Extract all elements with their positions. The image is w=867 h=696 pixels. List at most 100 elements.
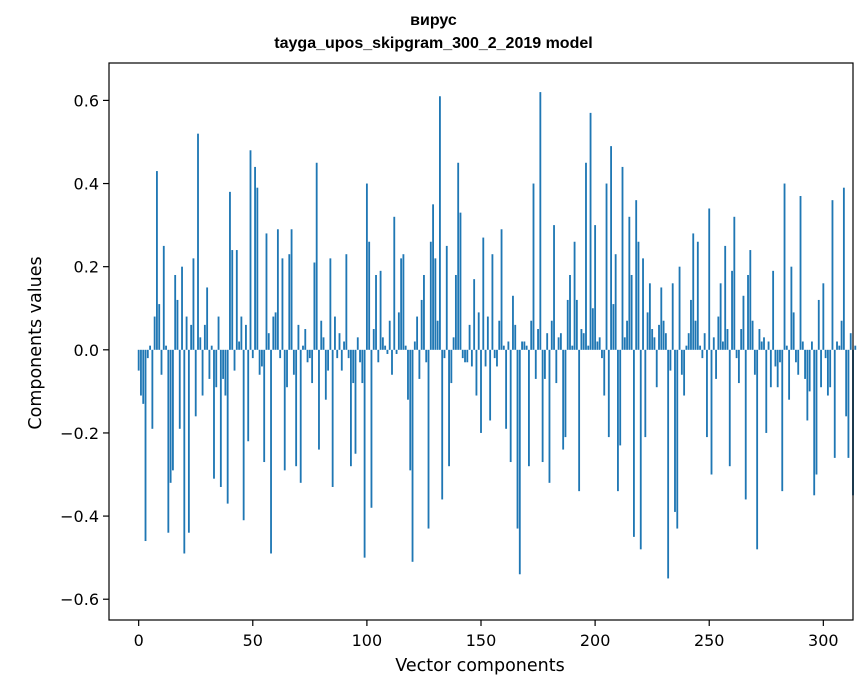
bar-159	[500, 229, 503, 350]
bar-77	[313, 262, 316, 350]
bar-90	[343, 341, 345, 350]
bar-236	[676, 349, 679, 529]
bar-79	[318, 349, 320, 450]
bar-16	[174, 274, 177, 350]
y-tick-label: 0.0	[74, 341, 99, 360]
bar-83	[327, 349, 330, 371]
bar-304	[831, 200, 834, 350]
bar-184	[557, 337, 560, 350]
bar-246	[699, 345, 702, 350]
bar-301	[824, 349, 827, 359]
bar-302	[826, 349, 829, 396]
bar-308	[840, 320, 843, 350]
bar-278	[772, 270, 775, 350]
bar-259	[728, 349, 731, 467]
bar-91	[345, 254, 348, 350]
bar-124	[420, 299, 423, 350]
bar-192	[575, 299, 578, 350]
bar-152	[484, 349, 487, 367]
x-tick-label: 300	[808, 631, 839, 650]
bar-156	[493, 349, 496, 359]
bar-201	[596, 341, 599, 350]
bar-253	[715, 349, 717, 379]
bar-207	[610, 146, 612, 350]
bar-204	[603, 349, 606, 396]
bar-254	[717, 316, 720, 350]
bar-70	[297, 324, 300, 350]
bar-276	[767, 341, 770, 350]
bar-132	[439, 96, 441, 350]
bar-110	[388, 320, 391, 350]
bar-269	[751, 320, 754, 350]
bar-35	[217, 316, 220, 350]
bar-250	[708, 208, 711, 350]
bar-197	[587, 345, 590, 350]
bar-150	[480, 349, 482, 433]
bar-211	[619, 349, 622, 446]
bar-274	[763, 337, 765, 350]
bar-194	[580, 329, 583, 350]
bar-220	[639, 349, 642, 550]
bar-27	[199, 337, 202, 350]
bar-80	[320, 320, 323, 350]
bar-26	[197, 133, 199, 350]
bar-74	[306, 349, 309, 363]
bar-60	[274, 312, 277, 350]
bar-297	[815, 349, 818, 475]
bar-218	[635, 200, 638, 350]
bar-105	[377, 349, 380, 363]
bar-200	[594, 225, 597, 350]
bar-286	[790, 266, 793, 350]
bar-19	[181, 266, 183, 350]
y-tick-label: 0.6	[74, 91, 99, 110]
bar-227	[655, 349, 658, 388]
bar-57	[267, 333, 270, 350]
bar-158	[498, 320, 501, 350]
bar-78	[315, 162, 318, 350]
bar-92	[347, 349, 350, 359]
bar-82	[324, 349, 327, 400]
bar-13	[167, 349, 170, 533]
bar-245	[696, 241, 699, 350]
bar-73	[304, 329, 307, 350]
bar-196	[585, 162, 587, 350]
bar-94	[352, 349, 355, 384]
bar-49	[249, 150, 252, 350]
bar-100	[365, 183, 368, 350]
bar-88	[338, 333, 341, 350]
bar-190	[571, 345, 574, 350]
bar-210	[617, 349, 619, 492]
bar-89	[340, 349, 343, 371]
bar-112	[393, 216, 396, 350]
bar-56	[265, 233, 268, 350]
y-tick-label: −0.2	[60, 424, 99, 443]
bar-179	[546, 333, 549, 350]
bar-30	[206, 287, 209, 350]
bar-52	[256, 187, 259, 350]
x-tick-label: 0	[134, 631, 144, 650]
bar-195	[582, 333, 585, 350]
bar-199	[591, 308, 594, 350]
bar-267	[747, 274, 749, 350]
bar-229	[660, 287, 663, 350]
bar-142	[461, 349, 464, 359]
bar-255	[719, 283, 722, 350]
bar-298	[817, 299, 820, 350]
bar-34	[215, 349, 218, 388]
bar-174	[534, 349, 537, 379]
bar-18	[178, 349, 181, 429]
bar-175	[537, 329, 539, 350]
bar-115	[400, 258, 403, 350]
bar-41	[231, 250, 234, 350]
x-tick-label: 200	[580, 631, 611, 650]
bar-130	[434, 258, 437, 350]
bar-290	[799, 196, 802, 350]
bar-129	[432, 204, 434, 350]
bar-122	[416, 316, 419, 350]
bar-136	[448, 349, 450, 467]
bar-139	[454, 274, 457, 350]
y-ticks: −0.6 −0.4 −0.2 0.0 0.2 0.4 0.6	[60, 91, 109, 609]
bar-219	[637, 241, 640, 350]
bar-186	[562, 349, 565, 450]
bar-292	[804, 349, 806, 379]
